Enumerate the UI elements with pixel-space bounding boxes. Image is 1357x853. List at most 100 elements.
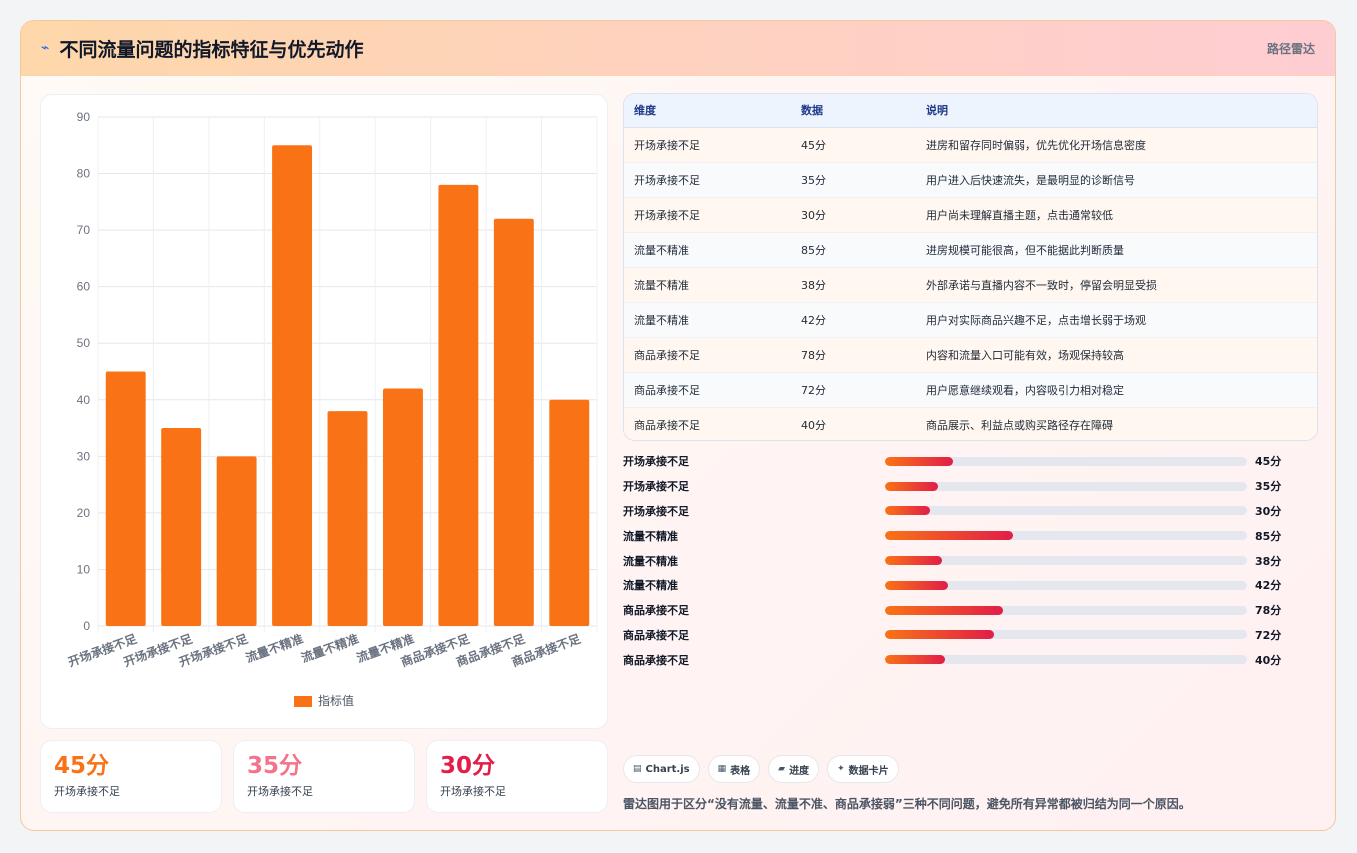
x-tick-label: 流量不精准 <box>244 631 306 666</box>
progress-fill <box>885 506 931 516</box>
progress-value: 42分 <box>1255 579 1282 593</box>
cell-data: 45分 <box>791 127 916 163</box>
progress-value: 85分 <box>1255 529 1282 543</box>
cell-description: 进房规模可能很高，但不能据此判断质量 <box>916 232 1317 268</box>
y-tick-label: 50 <box>77 336 91 350</box>
column-header-dimension: 维度 <box>624 94 791 128</box>
cell-description: 外部承诺与直播内容不一致时，停留会明显受损 <box>916 267 1317 303</box>
table-row: 流量不精准 85分 进房规模可能很高，但不能据此判断质量 <box>624 232 1317 268</box>
y-tick-label: 30 <box>77 449 91 463</box>
progress-row: 开场承接不足 30分 <box>623 499 1303 524</box>
cell-description: 内容和流量入口可能有效，场观保持较高 <box>916 337 1317 373</box>
progress-row: 流量不精准 42分 <box>623 573 1303 598</box>
stat-value: 30分 <box>440 753 496 779</box>
progress-track <box>885 481 1247 491</box>
progress-value: 45分 <box>1255 455 1282 469</box>
progress-row: 开场承接不足 35分 <box>623 474 1303 499</box>
cell-data: 38分 <box>791 267 916 303</box>
progress-row: 开场承接不足 45分 <box>623 449 1303 474</box>
stat-card-1: 45分 开场承接不足 <box>40 740 222 813</box>
progress-label: 开场承接不足 <box>623 455 689 469</box>
stat-value: 35分 <box>247 753 303 779</box>
column-header-data: 数据 <box>791 94 916 128</box>
cell-dimension: 流量不精准 <box>624 302 791 338</box>
chip-table[interactable]: ▦ 表格 <box>707 755 761 783</box>
progress-fill <box>885 556 943 566</box>
cell-description: 用户尚未理解直播主题，点击通常较低 <box>916 197 1317 233</box>
y-tick-label: 70 <box>77 223 91 237</box>
progress-value: 40分 <box>1255 653 1282 667</box>
chip-label: Chart.js <box>645 763 690 775</box>
progress-value: 38分 <box>1255 554 1282 568</box>
bar <box>161 428 202 626</box>
progress-label: 开场承接不足 <box>623 504 689 518</box>
stat-label: 开场承接不足 <box>440 785 506 798</box>
cell-dimension: 商品承接不足 <box>624 372 791 408</box>
bar <box>105 371 146 626</box>
bar <box>327 411 368 626</box>
table-icon: ▦ <box>717 764 727 774</box>
cell-data: 78分 <box>791 337 916 373</box>
stat-label: 开场承接不足 <box>54 785 120 798</box>
progress-icon: ▰ <box>778 764 786 774</box>
y-tick-label: 80 <box>77 167 91 181</box>
progress-fill <box>885 655 946 665</box>
table-row: 商品承接不足 40分 商品展示、利益点或购买路径存在障碍 <box>624 407 1317 440</box>
progress-track <box>885 456 1247 466</box>
sparkle-icon: ✦ <box>837 764 845 774</box>
progress-label: 开场承接不足 <box>623 480 689 494</box>
cell-dimension: 开场承接不足 <box>624 127 791 163</box>
cell-dimension: 商品承接不足 <box>624 407 791 440</box>
y-tick-label: 10 <box>77 562 91 576</box>
bar <box>493 218 534 627</box>
page-title: 不同流量问题的指标特征与优先动作 <box>59 38 364 61</box>
chip-chart[interactable]: ▤ Chart.js <box>623 755 700 783</box>
chip-progress[interactable]: ▰ 进度 <box>768 755 820 783</box>
table-row: 开场承接不足 45分 进房和留存同时偏弱，优先优化开场信息密度 <box>624 127 1317 163</box>
progress-row: 流量不精准 85分 <box>623 523 1303 548</box>
table-row: 商品承接不足 78分 内容和流量入口可能有效，场观保持较高 <box>624 337 1317 373</box>
progress-value: 35分 <box>1255 480 1282 494</box>
progress-list: 开场承接不足 45分 开场承接不足 35分 开场承接不足 30分 流量不精准 85分 流量不精准… <box>623 449 1303 672</box>
chip-label: 数据卡片 <box>848 765 889 777</box>
progress-fill <box>885 481 938 491</box>
progress-label: 商品承接不足 <box>623 653 689 667</box>
progress-row: 商品承接不足 72分 <box>623 623 1303 648</box>
progress-label: 商品承接不足 <box>623 628 689 642</box>
cell-data: 40分 <box>791 407 916 440</box>
cell-data: 42分 <box>791 302 916 338</box>
bar-chart-panel: 0 10 20 30 40 50 60 70 80 90 开场承接不足 开场承接不足 开场承接不足 流量不… <box>40 94 608 729</box>
footnote: 雷达图用于区分“没有流量、流量不准、商品承接弱”三种不同问题，避免所有异常都被归… <box>623 797 1191 811</box>
bar <box>272 145 313 626</box>
cell-dimension: 开场承接不足 <box>624 197 791 233</box>
progress-fill <box>885 580 949 590</box>
progress-label: 流量不精准 <box>623 554 678 568</box>
y-tick-label: 90 <box>77 110 91 124</box>
path-radar-link[interactable]: 路径雷达 <box>1266 41 1315 56</box>
cell-dimension: 流量不精准 <box>624 232 791 268</box>
cell-dimension: 流量不精准 <box>624 267 791 303</box>
cell-data: 35分 <box>791 162 916 198</box>
progress-track <box>885 630 1247 640</box>
chip-label: 表格 <box>730 765 751 777</box>
table-row: 商品承接不足 72分 用户愿意继续观看，内容吸引力相对稳定 <box>624 372 1317 408</box>
progress-value: 30分 <box>1255 504 1282 518</box>
x-tick-label: 流量不精准 <box>299 631 361 666</box>
progress-label: 流量不精准 <box>623 579 678 593</box>
progress-fill <box>885 605 1003 615</box>
bar-chart: 0102030405060708090开场承接不足开场承接不足开场承接不足流量不… <box>66 110 598 708</box>
progress-fill <box>885 456 953 466</box>
legend-label: 指标值 <box>318 693 354 708</box>
bar <box>382 388 423 626</box>
y-tick-label: 60 <box>77 280 91 294</box>
progress-label: 商品承接不足 <box>623 604 689 618</box>
progress-track <box>885 531 1247 541</box>
column-header-description: 说明 <box>916 94 1317 128</box>
stat-card-3: 30分 开场承接不足 <box>426 740 608 813</box>
lightning-icon: ⌁ <box>41 40 50 56</box>
tech-chips: ▤ Chart.js ▦ 表格 ▰ 进度 ✦ 数据卡片 <box>623 755 899 783</box>
stat-value: 45分 <box>54 753 110 779</box>
progress-label: 流量不精准 <box>623 529 678 543</box>
chip-sparkle[interactable]: ✦ 数据卡片 <box>827 755 899 783</box>
bar <box>549 399 590 626</box>
